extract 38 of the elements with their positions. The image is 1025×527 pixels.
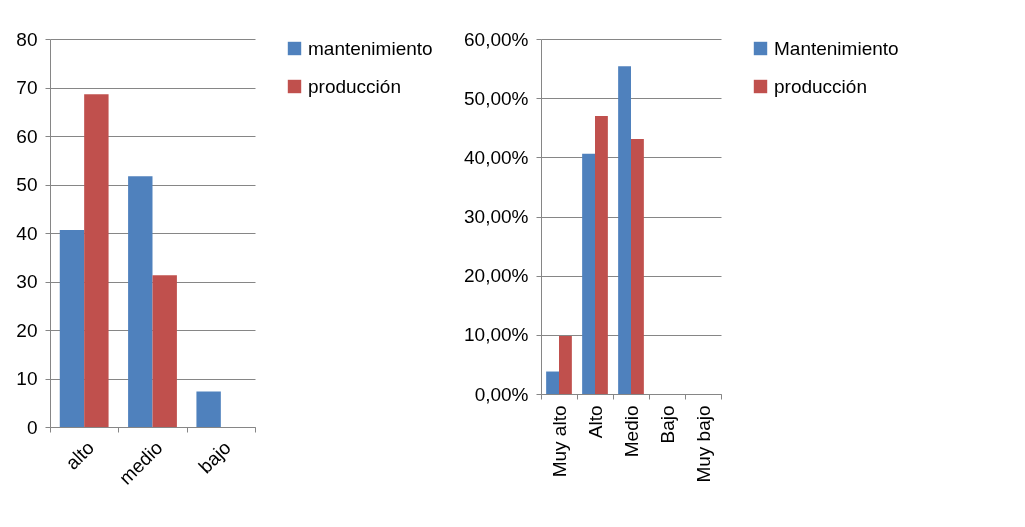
bar	[59, 230, 85, 427]
y-tick-label: 50	[16, 174, 38, 195]
legend-label: mantenimiento	[308, 37, 433, 59]
x-tick-label: Muy alto	[548, 405, 570, 478]
bar	[595, 115, 608, 394]
bar	[84, 94, 109, 427]
legend-label: producción	[774, 75, 867, 97]
bar	[546, 371, 559, 394]
y-tick-label: 60	[16, 125, 38, 147]
bar	[618, 66, 631, 394]
y-tick-label: 60,00%	[464, 28, 529, 50]
y-tick-label: 40,00%	[464, 146, 529, 168]
y-tick-label: 0,00%	[474, 383, 529, 405]
bar	[631, 138, 644, 394]
y-tick-label: 70	[16, 77, 38, 98]
bar	[152, 275, 177, 427]
bar	[196, 391, 221, 427]
y-tick-label: 0	[26, 416, 38, 438]
bar	[128, 176, 153, 427]
y-tick-label: 30,00%	[464, 206, 529, 227]
bar	[582, 153, 595, 394]
x-tick-label: Medio	[620, 405, 642, 458]
y-tick-label: 80	[16, 28, 38, 50]
x-tick-label: Alto	[584, 405, 606, 439]
x-tick-label: Muy bajo	[692, 405, 714, 483]
y-tick-label: 10	[16, 368, 38, 389]
y-tick-label: 10,00%	[464, 324, 529, 346]
x-tick-label: bajo	[194, 437, 235, 478]
x-tick-label: Bajo	[656, 405, 678, 444]
y-tick-label: 30	[16, 271, 38, 292]
y-tick-label: 20,00%	[464, 265, 529, 287]
legend-label: Mantenimiento	[774, 37, 899, 59]
y-tick-label: 20	[16, 319, 38, 341]
legend-label: producción	[308, 75, 401, 97]
y-tick-label: 40	[16, 222, 38, 244]
bar	[559, 336, 572, 394]
x-tick-label: alto	[61, 437, 99, 474]
y-tick-label: 50,00%	[464, 87, 529, 109]
